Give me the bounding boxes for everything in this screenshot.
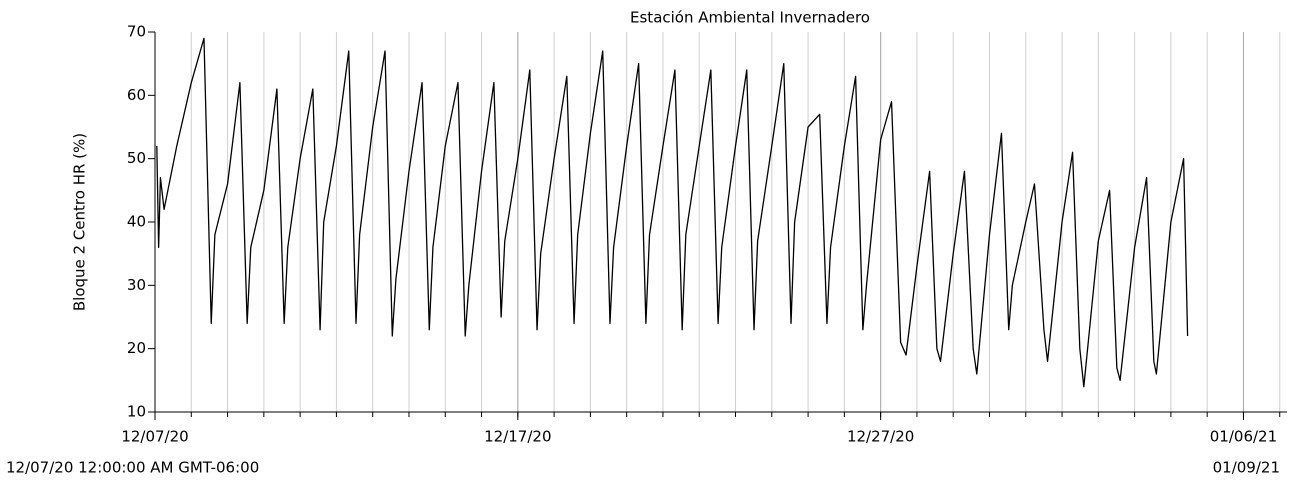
y-tick-label: 60 [127,86,146,104]
chart-title: Estación Ambiental Invernadero [630,9,870,27]
y-tick-label: 40 [127,213,146,231]
y-axis-label: Bloque 2 Centro HR (%) [71,133,89,311]
y-tick-label: 70 [127,23,146,41]
x-tick-label: 01/06/21 [1210,428,1277,446]
range-start-label: 12/07/20 12:00:00 AM GMT-06:00 [6,459,259,477]
y-tick-label: 30 [127,276,146,294]
x-tick-label: 12/27/20 [847,428,914,446]
y-tick-label: 20 [127,339,146,357]
y-tick-label: 50 [127,149,146,167]
x-tick-label: 12/07/20 [121,428,188,446]
y-tick-label: 10 [127,403,146,421]
x-tick-label: 12/17/20 [484,428,551,446]
line-series [156,37,1189,388]
range-end-label: 01/09/21 [1213,459,1280,477]
